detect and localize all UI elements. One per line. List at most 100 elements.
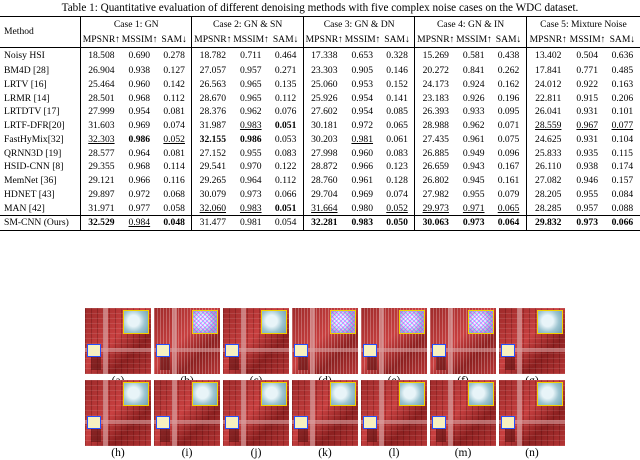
metric-value-text: 0.114 (163, 161, 185, 173)
metric-value: 22.811 (525, 91, 570, 106)
metric-value-text: 0.051 (274, 120, 297, 131)
metric-value: 28.376 (191, 105, 234, 119)
metric-value-text: 0.954 (351, 106, 374, 118)
hsi-image (361, 380, 427, 446)
metric-value-text: 0.973 (462, 217, 485, 229)
case-header: Case 4: GN & IN (414, 16, 527, 32)
metric-value-text: 0.464 (274, 50, 297, 62)
metric-value-text: 0.986 (128, 133, 151, 145)
metric-value-text: 0.083 (386, 147, 408, 159)
hsi-image (499, 308, 565, 374)
table-row: LRTF-DFR[20] 31.603 0.969 0.074 31.987 0.983 0… (0, 119, 640, 133)
metric-value-text: 0.977 (128, 202, 151, 214)
metric-value: 0.711 (233, 48, 268, 65)
metric-value-text: 0.074 (386, 188, 408, 200)
results-body: Noisy HSI 18.508 0.690 0.278 18.782 0.711 0.46… (0, 47, 640, 231)
metric-value: 0.161 (491, 174, 526, 188)
metric-value-text: 0.964 (239, 175, 262, 186)
metric-value: 0.949 (456, 147, 491, 161)
metric-value-text: 0.096 (497, 147, 520, 159)
metric-header: SAM↓ (491, 32, 527, 48)
road-stripe (361, 420, 427, 424)
metric-value-text: 0.957 (576, 202, 598, 214)
metric-value-text: 30.063 (422, 217, 449, 229)
metric-value: 0.464 (268, 48, 303, 65)
metric-value-text: 28.285 (535, 202, 562, 214)
metric-value: 0.083 (380, 147, 415, 161)
road-stripe (361, 348, 427, 352)
metric-value: 0.162 (491, 78, 526, 92)
metric-value: 0.957 (570, 202, 605, 216)
hsi-image (223, 308, 289, 374)
metric-value: 0.986 (233, 133, 268, 147)
metric-value: 26.041 (525, 105, 570, 119)
road-stripe (379, 308, 384, 374)
hsi-image (292, 308, 358, 374)
table-row: SM-CNN (Ours) 32.529 0.984 0.048 31.477 0.981… (0, 215, 640, 231)
metric-value: 0.931 (570, 105, 605, 119)
metric-value-text: 0.066 (611, 217, 634, 229)
metric-value: 27.998 (302, 146, 345, 161)
metric-value: 0.771 (570, 64, 605, 78)
metric-value-text: 0.711 (240, 50, 262, 62)
metric-value: 0.079 (491, 188, 526, 202)
metric-value: 0.954 (122, 105, 157, 119)
result-thumbnail: (b) (154, 308, 220, 388)
metric-value: 0.068 (157, 188, 192, 202)
metric-value-text: 0.064 (497, 217, 520, 229)
road-stripe (430, 420, 496, 424)
metric-value-text: 27.082 (535, 175, 562, 186)
metric-value-text: 0.968 (128, 161, 151, 173)
table-caption: Table 1: Quantitative evaluation of diff… (61, 2, 579, 14)
metric-value: 0.922 (570, 78, 605, 92)
metric-value: 0.969 (122, 119, 157, 133)
metric-value: 0.052 (157, 133, 192, 147)
metric-value: 0.972 (122, 188, 157, 202)
metric-value-text: 0.095 (497, 106, 520, 118)
zoom-region-marker (156, 344, 170, 357)
result-thumbnail: (d) (292, 308, 358, 388)
road-stripe (499, 348, 565, 352)
zoom-inset (537, 382, 563, 406)
road-stripe (379, 380, 384, 446)
metric-value: 27.602 (302, 105, 345, 119)
metric-value-text: 0.969 (128, 120, 151, 131)
zoom-inset (192, 310, 218, 334)
metric-value: 0.157 (605, 174, 640, 188)
panel-label: (k) (318, 447, 332, 459)
table-row: LRMR [14] 28.501 0.968 0.112 28.670 0.965 0.11… (0, 91, 640, 106)
metric-value-text: 0.957 (239, 65, 262, 76)
metric-value-text: 31.971 (88, 202, 115, 214)
result-thumbnail: (f) (430, 308, 496, 388)
metric-value: 0.973 (569, 215, 605, 231)
result-thumbnail: (a) (85, 308, 151, 388)
metric-value-text: 0.485 (611, 65, 634, 76)
metric-value: 32.529 (79, 215, 122, 231)
method-header: Method (0, 16, 81, 48)
metric-value: 27.057 (191, 64, 234, 78)
result-thumbnail: (g) (499, 308, 565, 388)
metric-value: 0.973 (456, 215, 492, 231)
metric-value: 0.935 (570, 147, 605, 161)
metric-value: 0.926 (456, 92, 491, 106)
metric-value-text: 0.961 (462, 133, 485, 145)
metric-value-text: 0.905 (351, 65, 374, 76)
metric-value-text: 0.972 (351, 120, 374, 131)
hsi-image (499, 380, 565, 446)
metric-header: MPSNR↑ (191, 32, 234, 48)
metric-value: 0.064 (491, 215, 527, 231)
metric-value-text: 0.964 (128, 147, 151, 159)
table-row: HDNET [43] 29.897 0.972 0.068 30.079 0.973 0.0… (0, 187, 640, 202)
metric-value-text: 0.146 (386, 65, 408, 76)
metric-value: 0.135 (268, 78, 303, 92)
metric-value: 0.076 (268, 105, 303, 119)
metric-value: 0.983 (233, 202, 268, 216)
metric-value-text: 29.704 (311, 188, 338, 200)
metric-value: 0.954 (345, 105, 380, 119)
metric-value: 0.955 (233, 147, 268, 161)
metric-value: 31.987 (191, 119, 234, 133)
metric-value: 0.955 (570, 188, 605, 202)
building-block (436, 428, 446, 442)
metric-value-text: 20.272 (422, 65, 449, 76)
metric-value: 0.964 (233, 174, 268, 188)
